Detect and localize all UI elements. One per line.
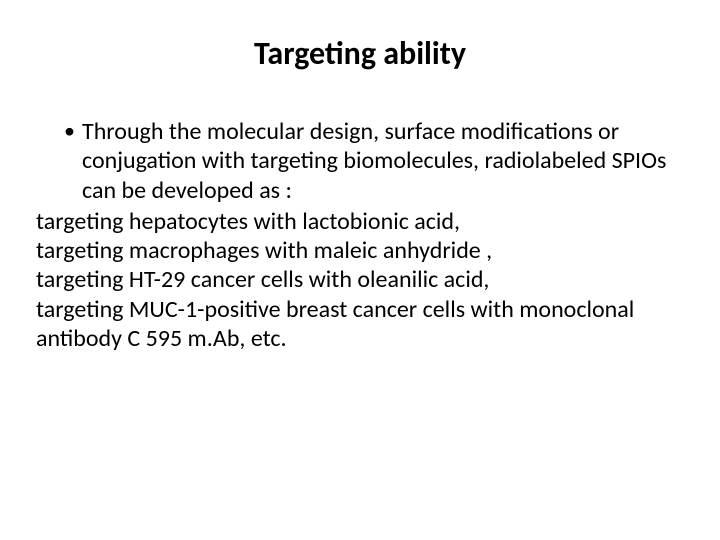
bullet-text: Through the molecular design, surface mo… (82, 117, 684, 205)
body-line: targeting hepatocytes with lactobionic a… (36, 207, 684, 236)
body-line: targeting HT-29 cancer cells with oleani… (36, 265, 684, 294)
slide: Targeting ability • Through the molecula… (0, 0, 720, 540)
slide-body: • Through the molecular design, surface … (36, 117, 684, 353)
slide-title: Targeting ability (36, 34, 684, 73)
body-line: targeting MUC-1-positive breast cancer c… (36, 295, 684, 354)
bullet-icon: • (64, 117, 82, 145)
bullet-item: • Through the molecular design, surface … (64, 117, 684, 205)
body-line: targeting macrophages with maleic anhydr… (36, 236, 684, 265)
